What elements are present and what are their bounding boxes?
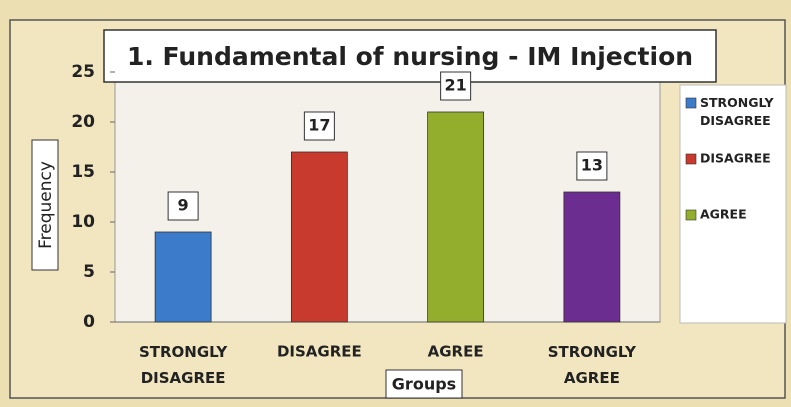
bar xyxy=(154,231,212,323)
title-box xyxy=(103,29,717,83)
x-tick-label: AGREE xyxy=(428,343,484,361)
x-tick-label: STRONGLY AGREE xyxy=(548,343,637,387)
y-axis-label: Frequency xyxy=(36,161,56,249)
data-label-box xyxy=(167,191,199,221)
bar xyxy=(563,191,621,323)
legend-box xyxy=(679,84,787,324)
chart-title: 1. Fundamental of nursing - IM Injection xyxy=(127,42,693,71)
bar xyxy=(427,111,485,323)
y-tick-label: 0 xyxy=(83,312,95,332)
y-tick-label: 20 xyxy=(71,112,95,132)
legend-label: AGREE xyxy=(700,207,747,222)
x-tick-label: DISAGREE xyxy=(277,343,362,361)
y-tick-label: 25 xyxy=(71,62,95,82)
x-label-box xyxy=(385,369,463,399)
y-tick-label: 10 xyxy=(71,212,95,232)
y-tick-label: 15 xyxy=(71,162,95,182)
legend-swatch xyxy=(685,153,697,165)
data-label: 9 xyxy=(178,196,189,215)
x-tick-label: STRONGLY DISAGREE xyxy=(139,343,228,387)
data-label-box xyxy=(303,111,335,141)
data-label: 13 xyxy=(581,156,603,175)
data-label-box xyxy=(440,71,472,101)
data-label: 21 xyxy=(444,76,466,95)
legend-swatch xyxy=(685,97,697,109)
x-axis-label: Groups xyxy=(392,375,456,394)
legend-swatch xyxy=(685,209,697,221)
data-label-box xyxy=(576,151,608,181)
bar xyxy=(290,151,348,323)
legend-label: STRONGLY DISAGREE xyxy=(700,95,775,128)
legend-label: DISAGREE xyxy=(700,151,771,166)
y-tick-label: 5 xyxy=(83,262,95,282)
y-label-box xyxy=(31,139,59,271)
data-label: 17 xyxy=(308,116,330,135)
